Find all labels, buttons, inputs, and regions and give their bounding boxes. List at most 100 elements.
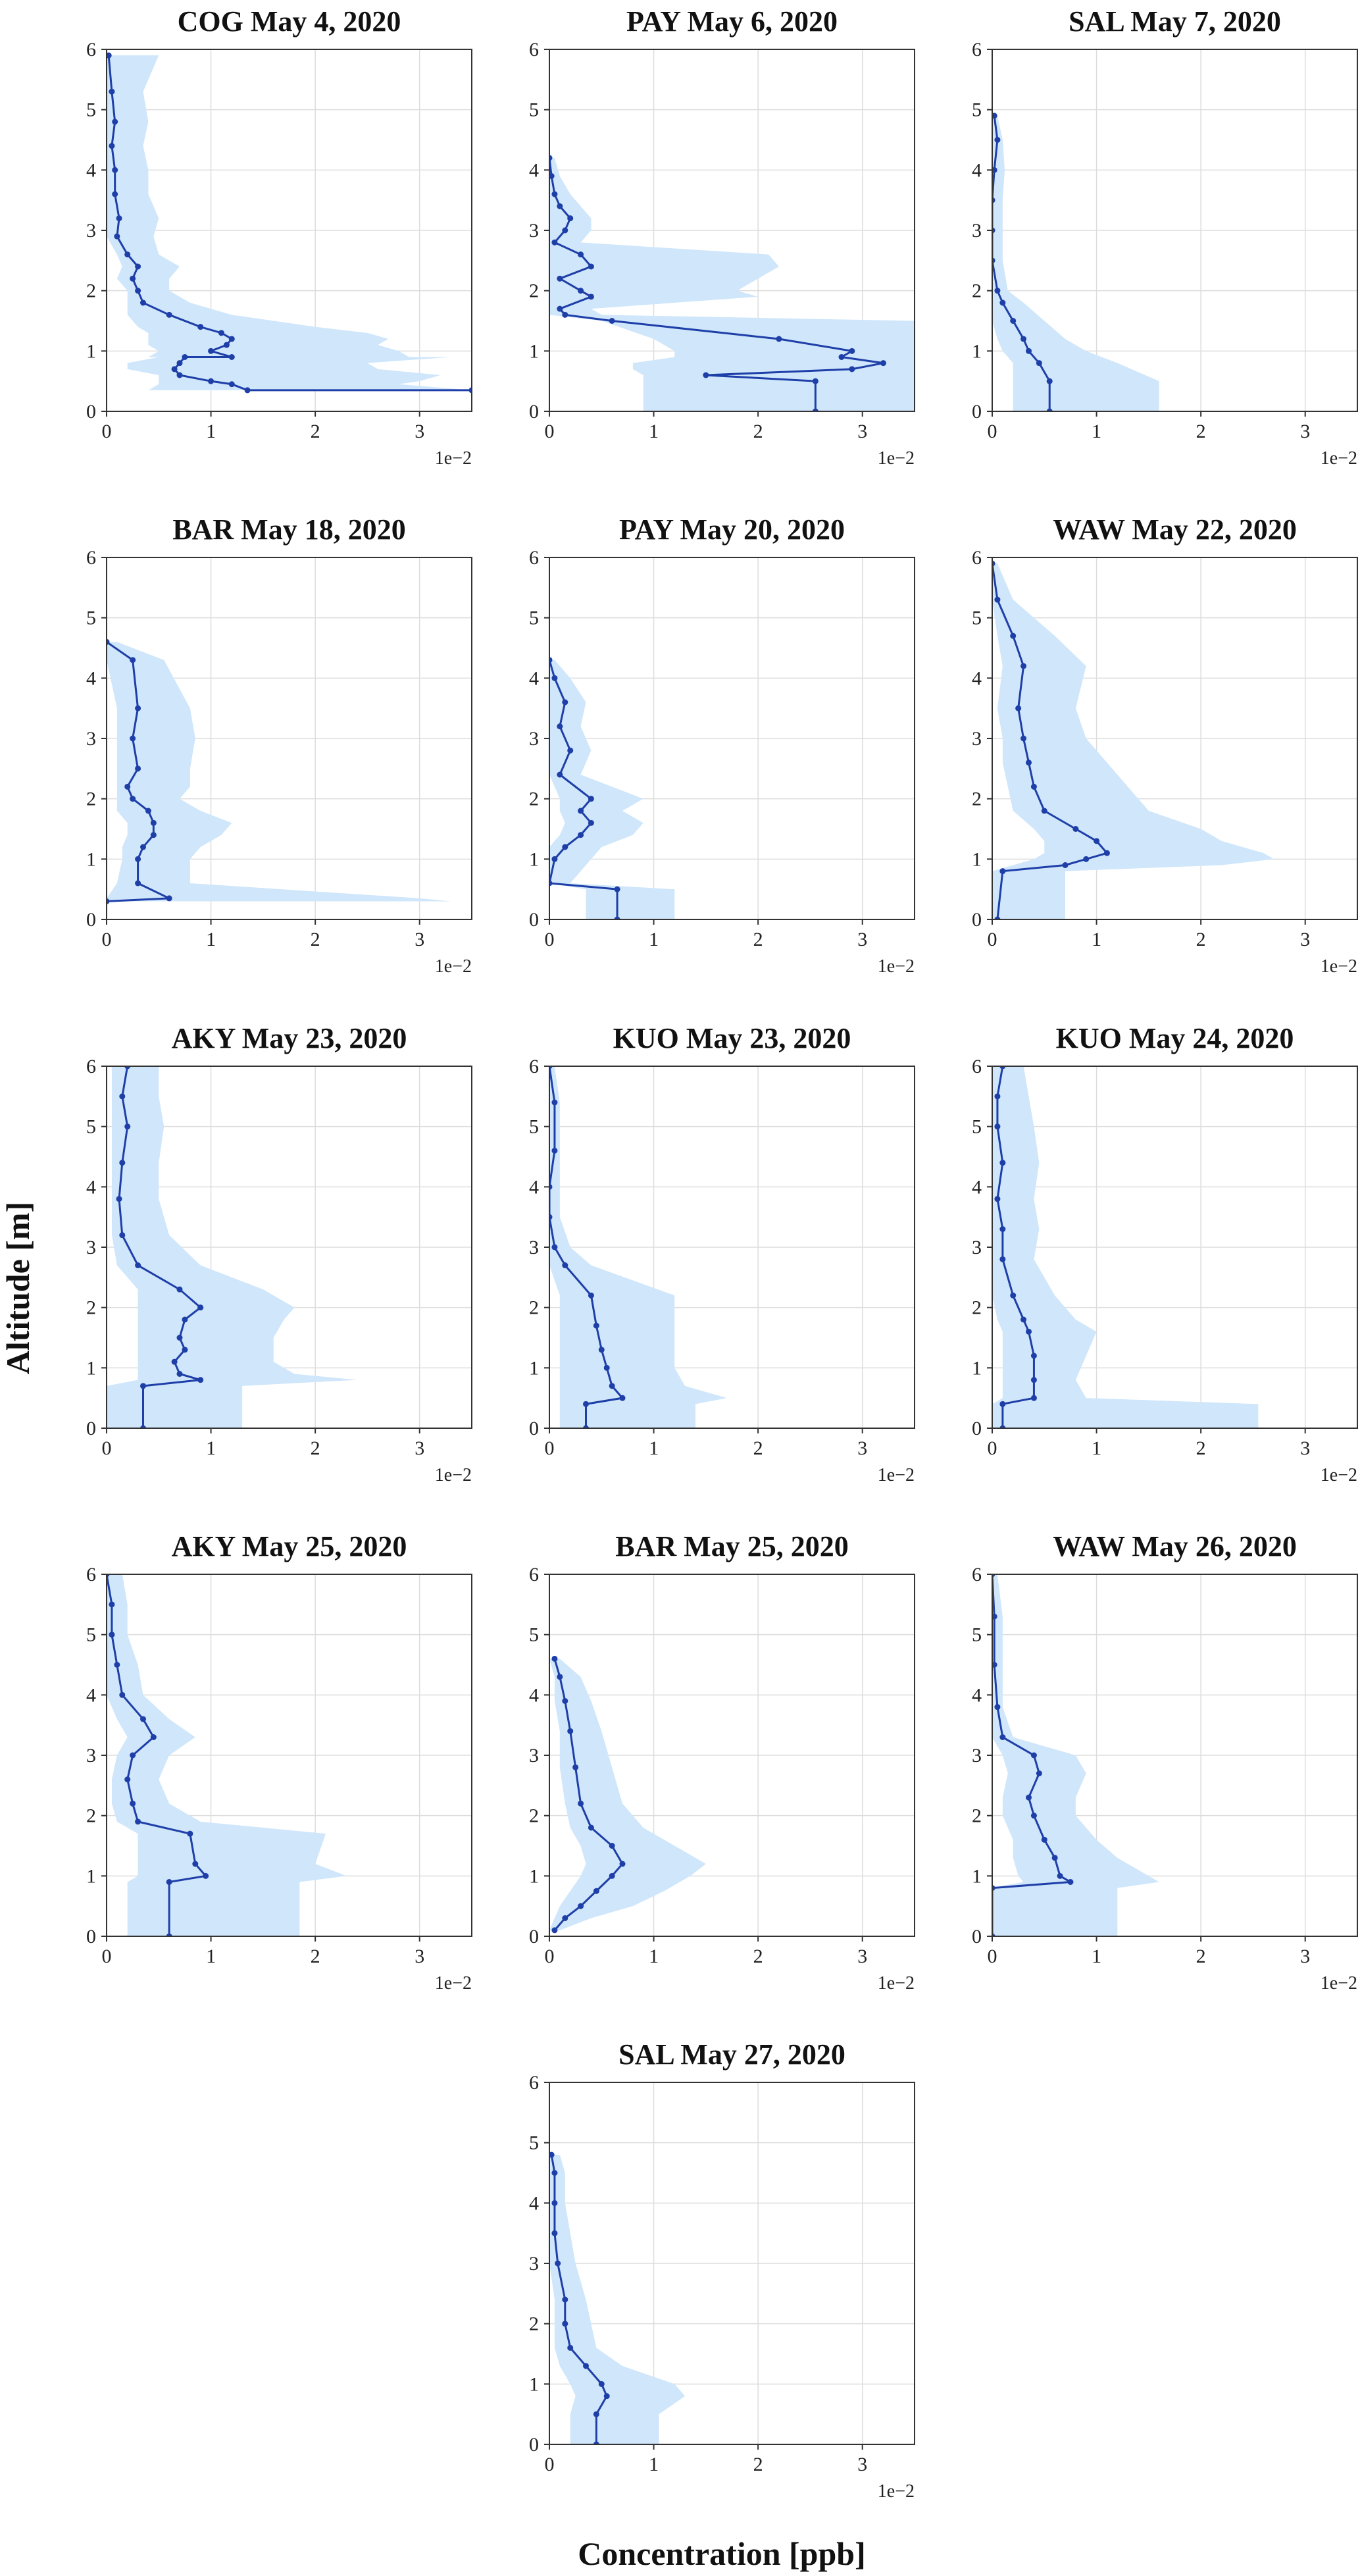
y-tick-label: 6 <box>86 547 96 569</box>
x-tick-label: 3 <box>1300 1437 1310 1459</box>
data-point <box>994 1196 1001 1202</box>
x-tick-label: 1 <box>206 1437 216 1459</box>
data-point <box>999 1226 1006 1232</box>
data-point <box>549 155 553 161</box>
y-tick-label: 1 <box>529 340 539 362</box>
data-point <box>208 378 214 384</box>
data-point <box>130 796 136 802</box>
data-point <box>551 856 558 862</box>
data-point <box>567 2344 574 2351</box>
y-tick-label: 6 <box>86 1056 96 1077</box>
data-point <box>150 1734 157 1740</box>
data-point <box>583 1425 589 1428</box>
data-point <box>1026 1328 1032 1335</box>
x-tick-label: 2 <box>753 1437 763 1459</box>
y-tick-label: 5 <box>529 99 539 121</box>
x-tick-label: 2 <box>1196 1437 1206 1459</box>
data-point <box>609 318 615 324</box>
data-point <box>107 1574 110 1578</box>
panel-title: COG May 4, 2020 <box>178 5 401 38</box>
y-tick-label: 3 <box>86 220 96 242</box>
data-point <box>124 783 131 790</box>
profile-line <box>553 1658 624 1931</box>
x-tick-label: 0 <box>102 421 112 442</box>
x-multiplier: 1e−2 <box>1321 1465 1357 1485</box>
data-point <box>1010 632 1017 639</box>
data-point <box>176 372 183 378</box>
x-tick-label: 2 <box>1196 421 1206 442</box>
uncertainty-band <box>107 1066 357 1428</box>
plot-area <box>107 52 472 394</box>
y-tick-label: 0 <box>972 401 982 423</box>
data-point <box>593 2411 599 2417</box>
y-tick-label: 0 <box>529 1418 539 1439</box>
x-multiplier: 1e−2 <box>1321 1973 1357 1994</box>
x-tick-label: 3 <box>415 929 424 950</box>
data-point <box>1057 1872 1063 1879</box>
data-point <box>1083 856 1090 862</box>
data-point <box>562 2296 568 2303</box>
panel-11: 0 1 2 3 0 1 2 3 4 5 6 1e−2 WAW May 26, 2020 <box>972 1530 1358 1994</box>
data-point <box>557 723 563 730</box>
panel-title: SAL May 27, 2020 <box>618 2038 845 2071</box>
data-point <box>994 1093 1001 1100</box>
data-point <box>562 2321 568 2327</box>
y-tick-label: 6 <box>972 1056 982 1077</box>
data-point <box>1015 705 1022 711</box>
x-tick-label: 3 <box>1300 1945 1310 1967</box>
data-point <box>578 1903 584 1909</box>
x-tick-label: 3 <box>1300 929 1310 950</box>
x-tick-label: 0 <box>988 929 997 950</box>
data-point <box>228 354 235 360</box>
x-tick-label: 2 <box>1196 929 1206 950</box>
data-point <box>135 1818 141 1825</box>
data-point <box>197 1377 204 1383</box>
x-tick-label: 3 <box>1300 421 1310 442</box>
plot-area <box>549 2151 686 2444</box>
data-point <box>999 1425 1006 1428</box>
y-tick-label: 5 <box>86 607 96 629</box>
plot-area <box>549 1066 727 1428</box>
x-tick-label: 1 <box>1092 421 1101 442</box>
data-point <box>1030 1395 1037 1401</box>
data-point <box>192 1861 199 1867</box>
y-tick-label: 2 <box>529 788 539 810</box>
data-point <box>999 1401 1006 1407</box>
data-point <box>1067 1879 1074 1885</box>
x-tick-label: 1 <box>206 929 216 950</box>
y-tick-label: 4 <box>972 667 982 689</box>
data-point <box>992 1933 995 1936</box>
data-point <box>588 819 594 826</box>
data-point <box>999 1734 1006 1740</box>
x-multiplier: 1e−2 <box>878 448 915 469</box>
data-point <box>1103 850 1110 856</box>
plot-area <box>549 1655 706 1934</box>
data-point <box>140 1425 146 1428</box>
x-tick-label: 1 <box>206 421 216 442</box>
y-tick-label: 0 <box>529 909 539 931</box>
data-point <box>593 2441 599 2444</box>
y-tick-label: 4 <box>86 1176 96 1198</box>
panels: 0 1 2 3 0 1 2 3 4 5 6 1e−2 COG May 4, 2020 0 1 2 3 0 1 2 3 4 5… <box>86 5 1358 2502</box>
y-tick-label: 2 <box>529 1805 539 1827</box>
data-point <box>1046 408 1053 411</box>
y-tick-label: 5 <box>972 1116 982 1138</box>
data-point <box>992 1885 995 1892</box>
data-point <box>578 832 584 838</box>
y-tick-label: 5 <box>529 1624 539 1646</box>
data-point <box>812 378 819 384</box>
data-point <box>135 856 141 862</box>
data-point <box>130 1752 136 1759</box>
data-point <box>135 765 141 772</box>
data-point <box>992 1613 997 1620</box>
data-point <box>1051 1855 1058 1861</box>
x-tick-label: 1 <box>1092 1945 1101 1967</box>
x-tick-label: 1 <box>1092 929 1101 950</box>
plot-area <box>992 1066 1259 1428</box>
x-tick-label: 3 <box>857 1945 867 1967</box>
y-tick-label: 2 <box>529 280 539 302</box>
data-point <box>598 1347 605 1353</box>
y-tick-label: 3 <box>529 1745 539 1766</box>
data-point <box>197 1304 204 1311</box>
x-multiplier: 1e−2 <box>435 1465 472 1485</box>
